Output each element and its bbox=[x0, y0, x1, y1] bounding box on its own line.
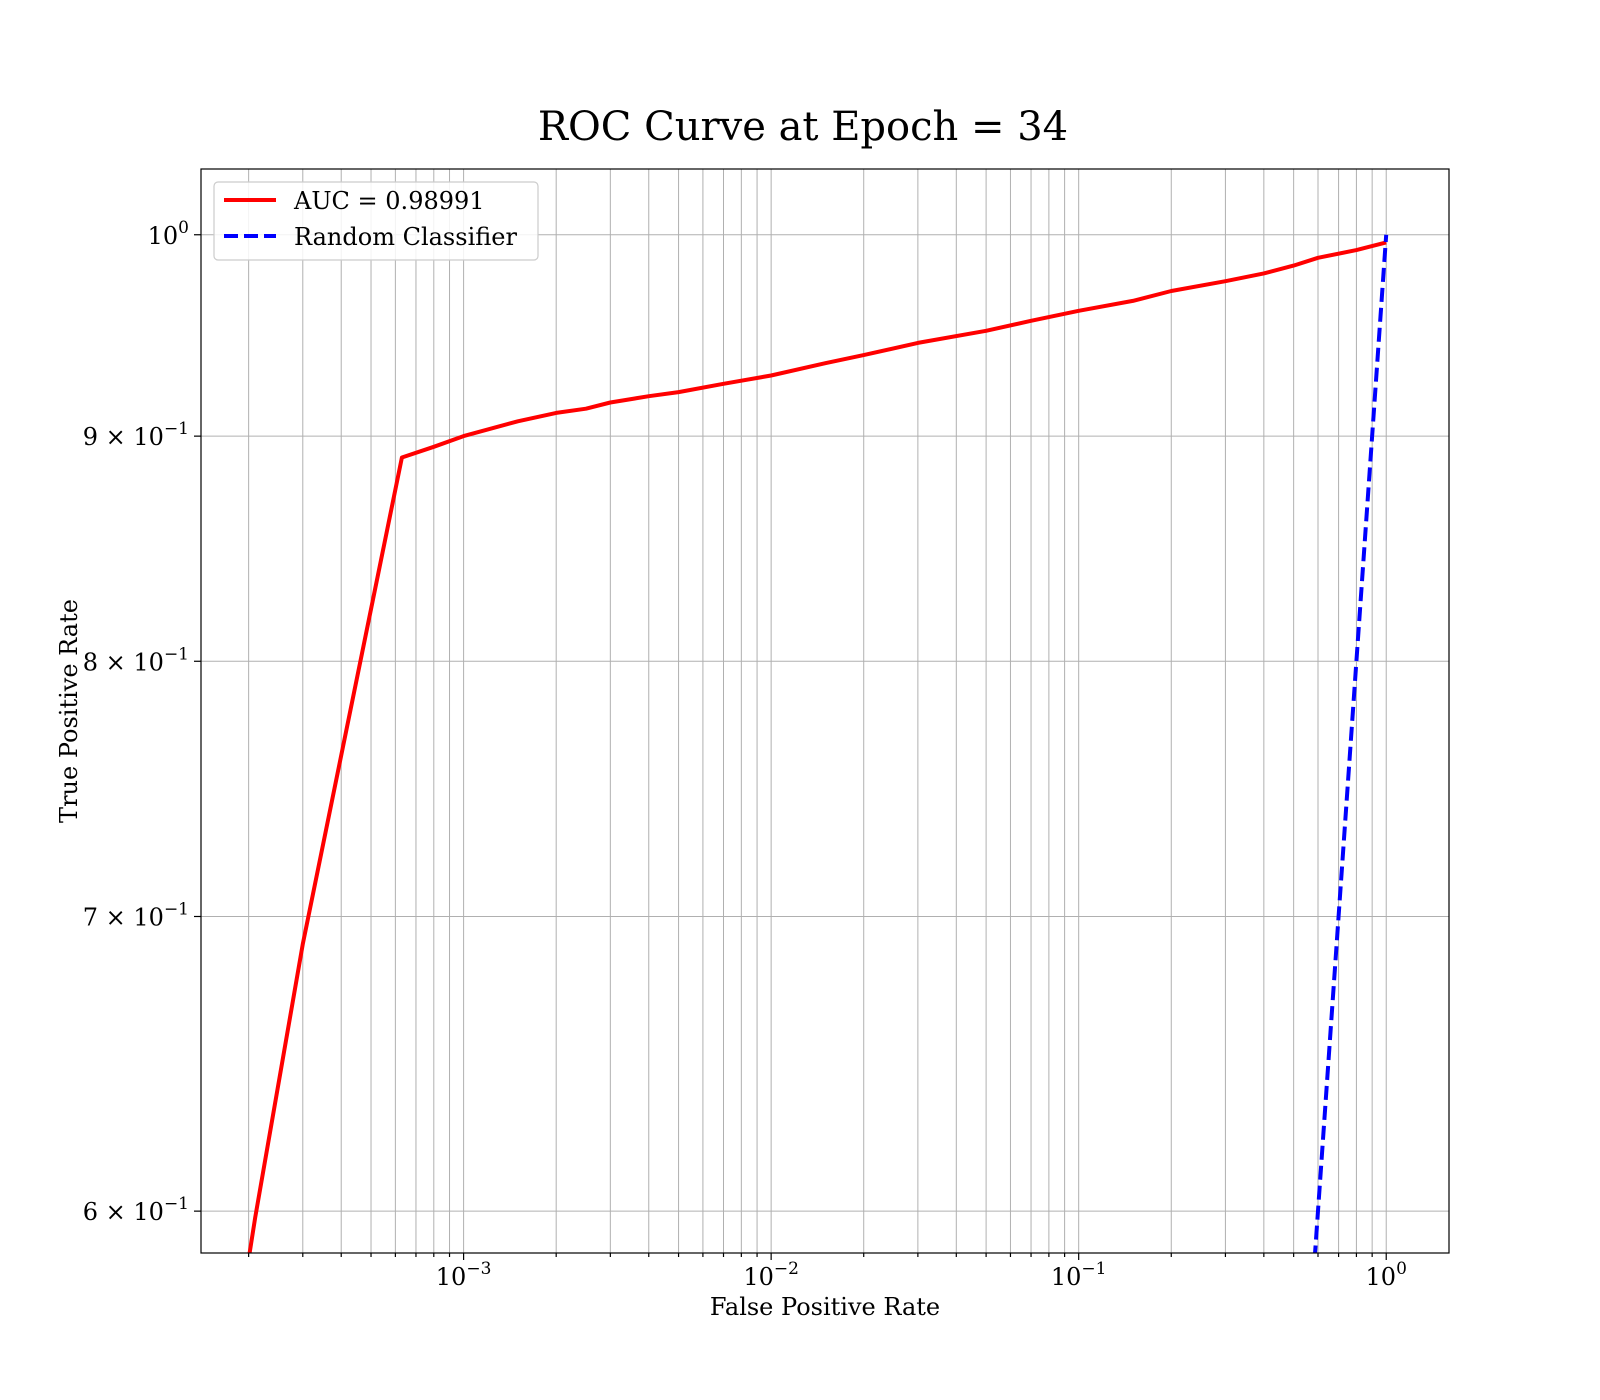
y-axis-label: True Positive Rate bbox=[55, 599, 83, 823]
legend-label-random: Random Classifier bbox=[294, 223, 517, 251]
legend: AUC = 0.98991 Random Classifier bbox=[213, 181, 539, 261]
plot-frame bbox=[200, 168, 1450, 1254]
x-tick-label: 10−2 bbox=[743, 1259, 799, 1291]
y-axis-ticks: 100 9 × 10−1 8 × 10−1 7 × 10−1 6 × 10−1 bbox=[83, 218, 201, 1226]
x-axis-ticks: 10−3 10−2 10−1 100 bbox=[248, 1253, 1407, 1291]
x-tick-label: 10−1 bbox=[1051, 1259, 1107, 1291]
grid bbox=[201, 169, 1449, 1253]
legend-box bbox=[213, 181, 539, 261]
legend-label-auc: AUC = 0.98991 bbox=[293, 187, 485, 215]
y-tick-label: 9 × 10−1 bbox=[83, 419, 189, 451]
y-tick-label: 7 × 10−1 bbox=[83, 899, 189, 931]
x-tick-label: 10−3 bbox=[436, 1259, 492, 1291]
chart-title: ROC Curve at Epoch = 34 bbox=[538, 104, 1068, 150]
y-tick-label: 100 bbox=[148, 218, 189, 250]
random-classifier-line bbox=[1313, 234, 1389, 1253]
x-tick-label: 100 bbox=[1366, 1259, 1407, 1291]
roc-curve-line bbox=[247, 240, 1387, 1253]
y-tick-label: 8 × 10−1 bbox=[83, 644, 189, 676]
y-tick-label: 6 × 10−1 bbox=[83, 1194, 189, 1226]
x-axis-label: False Positive Rate bbox=[710, 1293, 940, 1321]
